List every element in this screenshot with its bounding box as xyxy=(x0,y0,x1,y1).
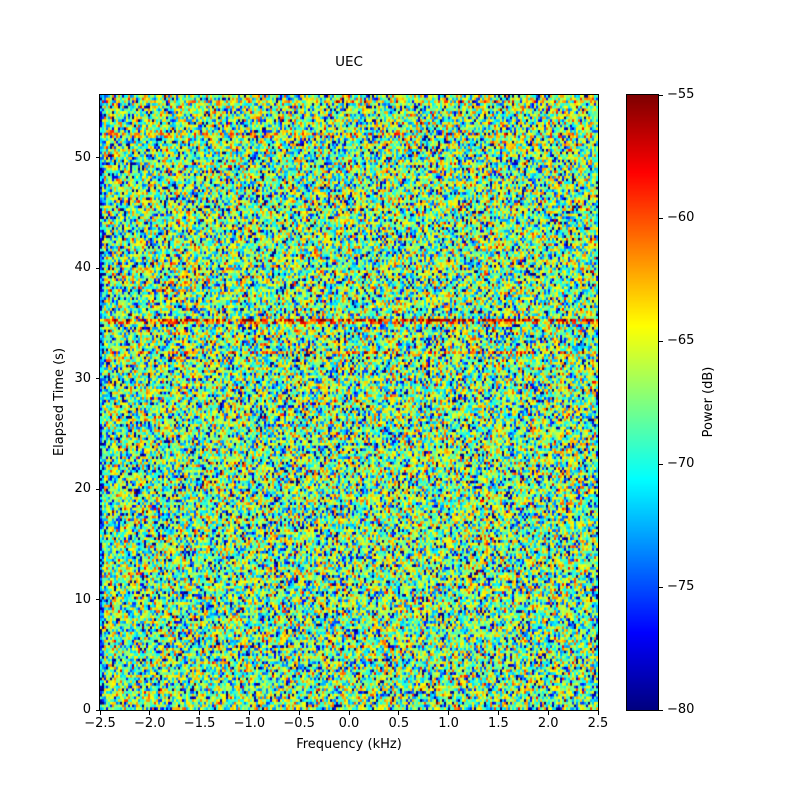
y-axis-label: Elapsed Time (s) xyxy=(52,347,67,457)
colorbar-tick-mark xyxy=(659,94,663,96)
y-tick-mark xyxy=(96,267,100,269)
y-tick-mark xyxy=(96,378,100,380)
spectrogram-heatmap xyxy=(99,94,599,711)
colorbar-tick-label: −80 xyxy=(667,702,695,717)
y-tick-mark xyxy=(96,488,100,490)
y-tick-label: 10 xyxy=(74,591,91,607)
colorbar-tick-mark xyxy=(659,217,663,219)
x-tick-label: 0.5 xyxy=(388,716,410,731)
colorbar-tick-label: −75 xyxy=(667,579,695,594)
x-tick-mark xyxy=(348,711,350,715)
x-axis-label: Frequency (kHz) xyxy=(296,737,402,752)
y-tick-mark xyxy=(96,599,100,601)
x-tick-label: −2.5 xyxy=(84,716,116,731)
x-tick-mark xyxy=(248,711,250,715)
x-tick-label: −2.0 xyxy=(134,716,166,731)
y-tick-label: 30 xyxy=(74,370,91,386)
x-tick-mark xyxy=(547,711,549,715)
chart-title: UEC xyxy=(335,54,363,70)
x-tick-mark xyxy=(597,711,599,715)
y-tick-label: 40 xyxy=(74,260,91,276)
y-tick-mark xyxy=(96,157,100,159)
colorbar-label: Power (dB) xyxy=(701,366,716,438)
colorbar-tick-label: −70 xyxy=(667,456,695,471)
colorbar-tick-mark xyxy=(659,586,663,588)
colorbar xyxy=(626,94,659,711)
colorbar-tick-label: −65 xyxy=(667,333,695,348)
x-tick-label: 0.0 xyxy=(338,716,360,731)
colorbar-tick-label: −55 xyxy=(667,87,695,102)
colorbar-tick-mark xyxy=(659,709,663,711)
x-tick-mark xyxy=(298,711,300,715)
x-tick-label: −1.0 xyxy=(233,716,266,731)
x-tick-label: 1.0 xyxy=(438,716,459,731)
x-tick-mark xyxy=(448,711,450,715)
x-tick-label: 1.5 xyxy=(488,716,509,731)
y-tick-label: 20 xyxy=(74,481,91,497)
y-tick-label: 0 xyxy=(82,702,91,717)
colorbar-tick-label: −60 xyxy=(667,210,695,225)
x-tick-label: −0.5 xyxy=(283,716,315,731)
x-tick-label: 2.5 xyxy=(587,716,609,731)
x-tick-mark xyxy=(99,711,101,715)
x-tick-mark xyxy=(199,711,201,715)
y-tick-label: 50 xyxy=(74,149,91,165)
colorbar-tick-mark xyxy=(659,463,663,465)
x-tick-label: 2.0 xyxy=(537,716,559,731)
y-tick-mark xyxy=(96,709,100,711)
x-tick-label: −1.5 xyxy=(183,716,216,731)
x-tick-mark xyxy=(398,711,400,715)
colorbar-tick-mark xyxy=(659,340,663,342)
x-tick-mark xyxy=(497,711,499,715)
x-tick-mark xyxy=(149,711,151,715)
